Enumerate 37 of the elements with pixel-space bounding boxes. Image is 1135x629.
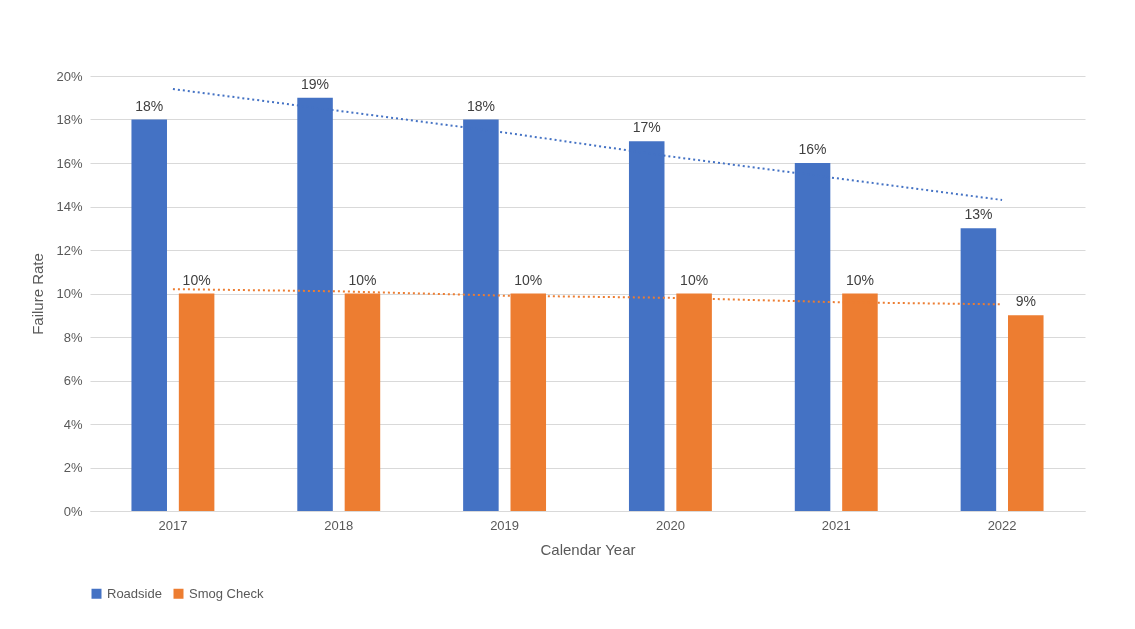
x-tick-label: 2021 <box>821 517 851 533</box>
data-label: 13% <box>964 206 993 223</box>
x-tick-label: 2019 <box>490 517 520 533</box>
data-label: 10% <box>514 271 543 288</box>
data-label: 18% <box>466 97 495 114</box>
x-axis-title: Calendar Year <box>540 540 636 558</box>
x-tick-label: 2018 <box>324 517 354 533</box>
data-label: 10% <box>680 271 709 288</box>
legend-label: Roadside <box>107 585 162 601</box>
legend-label: Smog Check <box>189 585 264 601</box>
data-label: 10% <box>845 271 874 288</box>
y-tick-label: 6% <box>63 373 83 388</box>
data-label: 9% <box>1015 293 1036 310</box>
data-label: 18% <box>135 97 164 114</box>
bar <box>178 293 215 511</box>
x-tick-label: 2022 <box>987 517 1017 533</box>
x-tick-label: 2020 <box>655 517 685 533</box>
data-label: 10% <box>182 271 211 288</box>
y-tick-label: 2% <box>63 460 83 475</box>
x-tick-label: 2017 <box>158 517 188 533</box>
y-tick-label: 16% <box>56 155 83 171</box>
y-tick-label: 14% <box>56 199 83 214</box>
data-label: 17% <box>632 119 661 136</box>
y-tick-label: 10% <box>56 286 83 301</box>
bar <box>960 228 997 511</box>
bar <box>131 119 167 511</box>
y-tick-label: 18% <box>56 112 83 127</box>
y-axis-title: Failure Rate <box>29 253 47 335</box>
y-tick-label: 20% <box>56 68 83 84</box>
bar <box>1008 315 1044 511</box>
y-tick-label: 8% <box>63 329 83 345</box>
data-label: 16% <box>798 141 827 157</box>
data-label: 19% <box>301 75 330 92</box>
y-tick-label: 12% <box>56 242 83 258</box>
y-tick-label: 0% <box>63 503 83 519</box>
data-label: 10% <box>348 271 377 288</box>
y-tick-label: 4% <box>63 416 83 432</box>
